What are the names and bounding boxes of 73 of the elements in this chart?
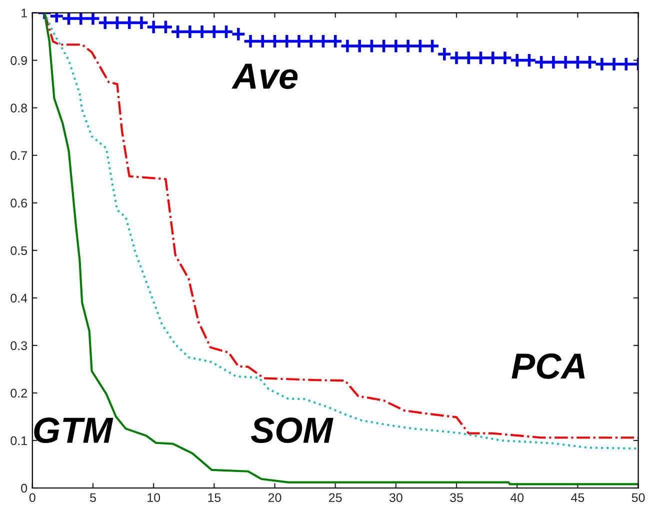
x-tick-label: 0 <box>29 493 36 502</box>
point <box>582 54 598 70</box>
y-tick-label: 0.1 <box>10 436 27 446</box>
point <box>340 38 356 54</box>
point <box>485 50 501 66</box>
point <box>61 12 76 26</box>
point <box>364 38 380 54</box>
point <box>473 50 488 66</box>
point <box>328 34 343 49</box>
x-tick-label: 30 <box>389 493 402 502</box>
x-tick-label: 40 <box>510 493 524 502</box>
y-tick-label: 0.8 <box>10 104 27 112</box>
point <box>146 19 162 35</box>
x-tick-label: 10 <box>148 493 160 502</box>
y-tick-label: 0.5 <box>10 246 28 256</box>
y-tick-label: 1 <box>22 8 27 18</box>
x-tick-label: 15 <box>208 493 221 502</box>
x-tick-label: 35 <box>450 493 463 502</box>
point <box>291 34 307 49</box>
point <box>218 24 234 40</box>
point <box>230 26 246 42</box>
point <box>85 12 101 26</box>
point <box>400 38 416 54</box>
point <box>376 38 392 54</box>
point <box>316 34 331 49</box>
point <box>254 34 270 49</box>
x-tick-label: 20 <box>268 493 282 502</box>
point <box>134 15 150 30</box>
point <box>448 50 464 66</box>
point <box>436 46 452 62</box>
point <box>73 12 89 26</box>
point <box>424 38 440 54</box>
point <box>509 52 525 68</box>
y-tick-label: 0 <box>21 484 28 493</box>
point <box>534 54 549 70</box>
point <box>412 38 428 54</box>
point <box>558 54 574 70</box>
point <box>352 38 368 54</box>
point <box>606 56 622 72</box>
series-label: PCA <box>512 353 585 379</box>
point <box>97 15 113 30</box>
y-tick-label: 0.7 <box>10 151 27 160</box>
point <box>594 56 610 72</box>
point <box>242 34 258 49</box>
point <box>570 54 586 70</box>
y-tick-label: 0.6 <box>10 198 27 208</box>
point <box>206 24 222 40</box>
point <box>158 19 174 35</box>
point <box>267 34 282 49</box>
point <box>182 24 198 40</box>
y-tick-label: 0.3 <box>10 341 27 350</box>
point <box>522 52 537 68</box>
point <box>170 24 186 40</box>
point <box>497 50 513 66</box>
point <box>388 38 404 54</box>
series-label: SOM <box>250 417 334 444</box>
x-tick-label: 45 <box>571 493 584 502</box>
x-tick-label: 25 <box>329 493 342 502</box>
point <box>122 15 137 30</box>
point <box>194 24 210 40</box>
series-label: GTM <box>34 417 114 444</box>
point <box>546 54 562 70</box>
point <box>110 15 125 30</box>
y-tick-label: 0.4 <box>10 294 28 303</box>
point <box>460 50 476 66</box>
point <box>303 34 319 49</box>
point <box>279 34 295 49</box>
y-tick-label: 0.9 <box>10 56 27 65</box>
x-tick-label: 50 <box>632 493 645 502</box>
point <box>618 56 634 72</box>
series-label: Ave <box>232 64 298 89</box>
x-tick-label: 5 <box>90 493 96 502</box>
y-tick-label: 0.2 <box>10 388 27 398</box>
